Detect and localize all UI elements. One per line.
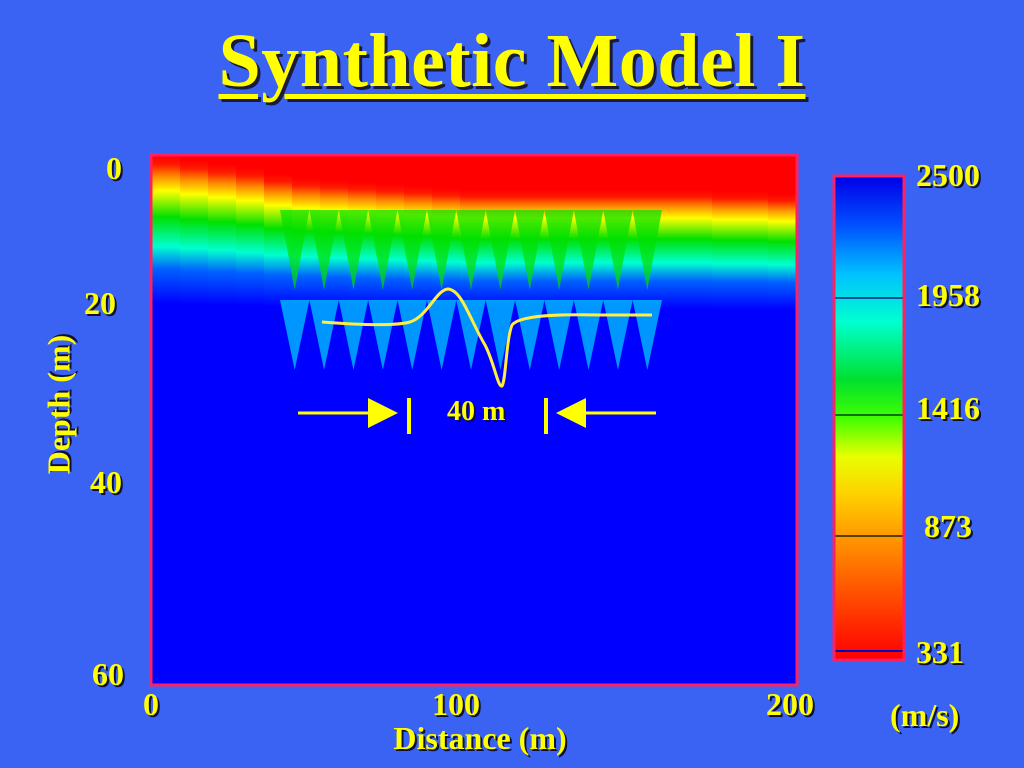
model-column-top [572,156,600,190]
model-column [684,190,712,330]
width-annotation [298,398,656,434]
model-column-top [432,156,460,188]
y-tick-label: 20 [84,285,116,321]
model-column-top [712,156,740,192]
colorbar [832,174,906,662]
velocity-spike-upper [515,210,545,290]
velocity-spike [338,300,369,370]
model-column [152,156,180,330]
model-column [236,168,264,330]
model-column-top [488,156,516,190]
velocity-spike-upper [485,210,516,290]
model-column-top [740,156,768,192]
x-tick-label: 0 [143,686,159,722]
model-column-top [264,156,292,174]
colorbar-tick-label: 331 [916,634,964,670]
model-column-top [600,156,628,190]
y-axis-title: Depth (m) [40,334,77,475]
velocity-spike-upper [456,210,486,290]
model-column-top [292,156,320,178]
velocity-spike [544,300,574,370]
model-column-top [236,156,264,168]
velocity-spike-upper [544,210,574,290]
velocity-spike-upper [397,210,427,290]
velocity-spike [632,300,662,370]
model-column [712,192,740,330]
model-column-top [404,156,432,186]
model-column-top [208,156,236,164]
colorbar-tick-label: 2500 [916,157,980,193]
model-column-top [656,156,684,190]
model-column-top [376,156,404,184]
model-column-top [768,156,796,194]
colorbar-tick-label: 1416 [916,390,980,426]
velocity-spike [485,300,516,370]
model-column-top [684,156,712,190]
model-column-top [628,156,656,190]
velocity-spike-upper [368,210,398,290]
colorbar-unit-label: (m/s) [890,697,960,733]
velocity-spike [456,300,486,370]
x-axis-title: Distance (m) [393,720,567,756]
velocity-spike [426,300,457,370]
velocity-spike-upper [309,210,339,290]
model-column-top [348,156,376,182]
y-tick-label: 0 [106,150,122,186]
model-column-top [460,156,488,190]
x-tick-label: 100 [432,686,480,722]
model-column-top [180,156,208,160]
model-column [208,164,236,330]
velocity-spike-upper [632,210,662,290]
colorbar-tick-label: 1958 [916,277,980,313]
velocity-spike-upper [573,210,604,290]
model-column [768,194,796,330]
velocity-spike-upper [280,210,310,290]
velocity-spike-upper [426,210,457,290]
velocity-spike [573,300,604,370]
model-column-top [516,156,544,190]
x-tick-label: 200 [766,686,814,722]
model-column [740,192,768,330]
y-tick-label: 40 [90,464,122,500]
slide-title: Synthetic Model I [218,19,806,103]
colorbar-frame [832,174,906,662]
velocity-spike [280,300,310,370]
wavelet-trace [321,287,652,388]
velocity-spike [368,300,398,370]
velocity-spike [603,300,633,370]
model-frame [149,153,799,687]
velocity-spike-upper [603,210,633,290]
model-column [180,160,208,330]
width-annotation-label: 40 m [447,396,506,427]
colorbar-tick-label: 873 [924,508,972,544]
model-column-top [320,156,348,180]
colorbar-gradient [835,177,903,659]
velocity-spike [309,300,339,370]
y-tick-label: 60 [92,656,124,692]
model-column-top [544,156,572,190]
velocity-spike-upper [338,210,369,290]
